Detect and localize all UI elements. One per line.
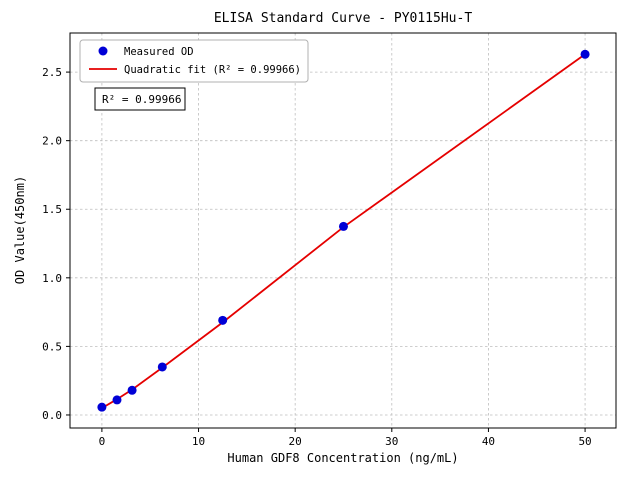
y-tick-label: 1.0 — [42, 272, 62, 285]
x-tick-label: 30 — [385, 435, 398, 448]
measured-od-point — [157, 362, 167, 372]
y-tick-label: 0.5 — [42, 340, 62, 353]
legend-label-measured-od: Measured OD — [124, 46, 194, 58]
y-tick-label: 0.0 — [42, 409, 62, 422]
measured-od-point — [338, 221, 348, 231]
measured-od-point — [97, 402, 107, 412]
legend-box — [79, 39, 309, 83]
y-tick-label: 2.5 — [42, 66, 62, 79]
r-squared-annotation: R² = 0.99966 — [94, 87, 186, 111]
annotation-box — [94, 87, 186, 111]
plot-frame — [69, 32, 617, 429]
plot-area: 0 10 20 30 40 50 0.0 0.5 1.0 1.5 2.0 2.5 — [42, 32, 617, 448]
legend-marker-measured-od-icon — [98, 46, 108, 56]
legend: Measured OD Quadratic fit (R² = 0.99966) — [79, 39, 309, 83]
annotation-text: R² = 0.99966 — [102, 93, 181, 106]
y-tick-label: 2.0 — [42, 135, 62, 148]
x-tick-label: 0 — [99, 435, 106, 448]
x-axis-label: Human GDF8 Concentration (ng/mL) — [227, 451, 458, 465]
x-tick-label: 10 — [192, 435, 205, 448]
measured-od-point — [218, 315, 228, 325]
measured-od-point — [127, 385, 137, 395]
y-axis-label: OD Value(450nm) — [13, 176, 27, 284]
y-tick-label: 1.5 — [42, 203, 62, 216]
legend-label-quadratic-fit: Quadratic fit (R² = 0.99966) — [124, 64, 301, 76]
measured-od-point — [112, 395, 122, 405]
measured-od-point — [580, 49, 590, 59]
chart-title: ELISA Standard Curve - PY0115Hu-T — [214, 11, 472, 26]
x-tick-label: 20 — [289, 435, 302, 448]
x-tick-label: 40 — [482, 435, 495, 448]
x-tick-label: 50 — [578, 435, 591, 448]
